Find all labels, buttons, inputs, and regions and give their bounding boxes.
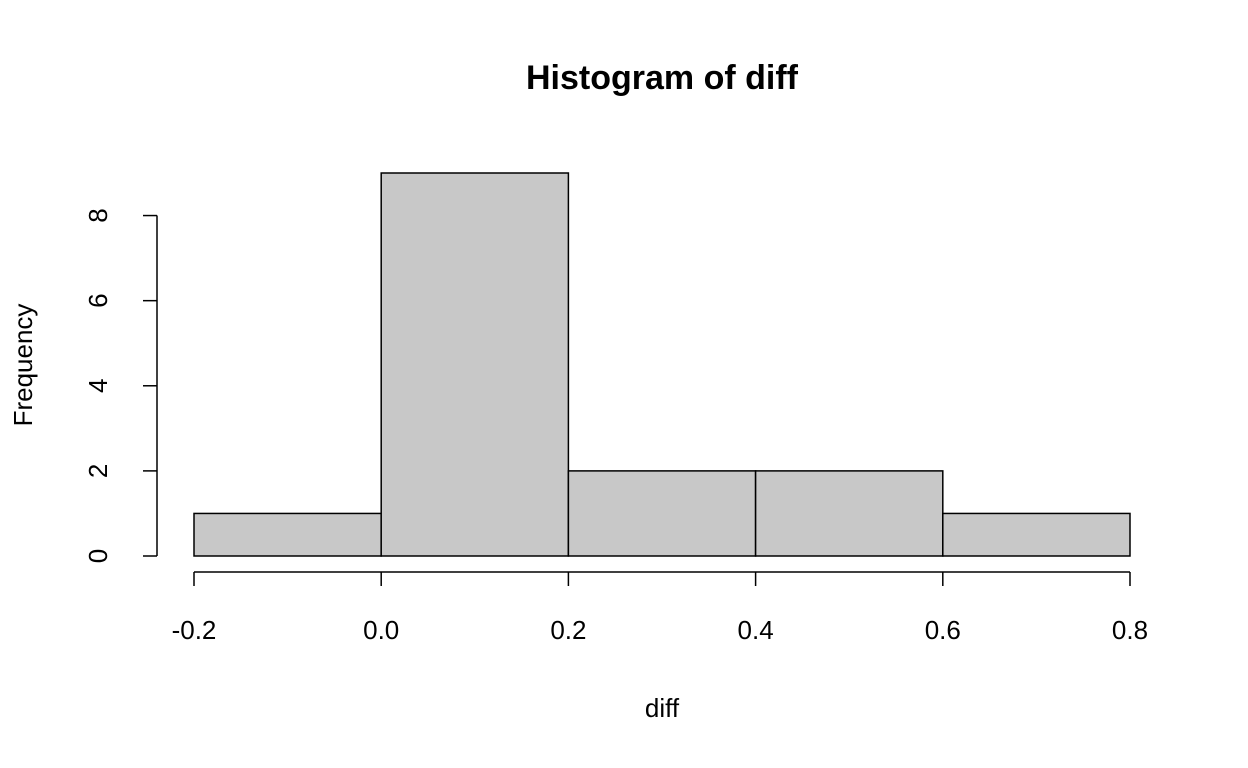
x-tick-label: 0.6 <box>925 615 961 645</box>
y-tick-label: 0 <box>83 549 113 563</box>
x-tick-label: 0.0 <box>363 615 399 645</box>
bar <box>193 512 382 557</box>
bar <box>754 470 944 557</box>
chart-title: Histogram of diff <box>526 59 799 97</box>
bar <box>380 172 570 557</box>
x-tick-label: 0.8 <box>1112 615 1148 645</box>
x-tick-label: -0.2 <box>172 615 217 645</box>
y-tick-label: 4 <box>83 379 113 393</box>
bar <box>567 470 757 557</box>
y-axis-label: Frequency <box>8 304 38 427</box>
x-axis-label: diff <box>645 693 680 723</box>
bar <box>942 512 1131 557</box>
x-tick-label: 0.2 <box>550 615 586 645</box>
x-tick-label: 0.4 <box>738 615 774 645</box>
y-tick-label: 2 <box>83 464 113 478</box>
y-tick-label: 8 <box>83 208 113 222</box>
y-tick-label: 6 <box>83 293 113 307</box>
